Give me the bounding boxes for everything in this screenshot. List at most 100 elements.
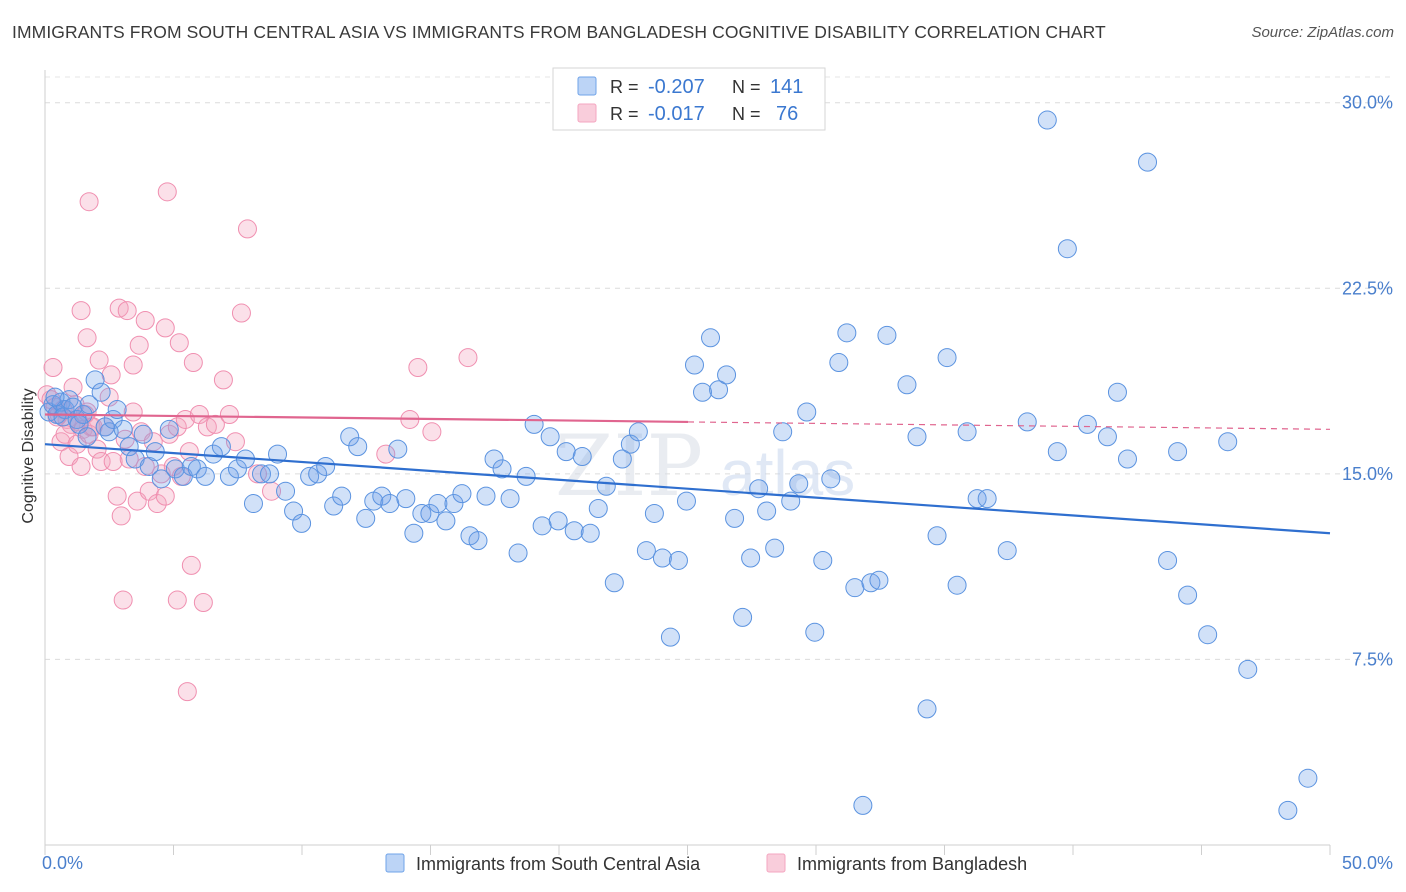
point-bangladesh-64 xyxy=(213,370,233,390)
point-south-central-asia-23 xyxy=(133,424,153,444)
watermark: ZIP atlas xyxy=(555,417,855,515)
point-south-central-asia-102 xyxy=(757,501,777,521)
point-south-central-asia-89 xyxy=(652,548,672,568)
point-bangladesh-67 xyxy=(231,303,251,323)
point-south-central-asia-132 xyxy=(1077,414,1097,434)
point-south-central-asia-33 xyxy=(203,444,223,464)
bottom-legend-swatch-pink xyxy=(766,853,786,873)
point-south-central-asia-32 xyxy=(195,466,215,486)
point-south-central-asia-47 xyxy=(316,456,336,476)
point-south-central-asia-38 xyxy=(243,494,263,514)
point-bangladesh-40 xyxy=(155,486,175,506)
point-south-central-asia-118 xyxy=(897,375,917,395)
point-bangladesh-29 xyxy=(111,506,131,526)
point-bangladesh-78 xyxy=(408,357,428,377)
point-south-central-asia-95 xyxy=(701,328,721,348)
point-south-central-asia-110 xyxy=(821,469,841,489)
point-south-central-asia-122 xyxy=(937,348,957,368)
point-south-central-asia-126 xyxy=(977,489,997,509)
point-south-central-asia-87 xyxy=(636,541,656,561)
trend-lines xyxy=(44,413,1331,535)
y-tick-label-3: 30.0% xyxy=(1342,93,1393,113)
point-south-central-asia-82 xyxy=(596,476,616,496)
point-bangladesh-66 xyxy=(225,432,245,452)
point-south-central-asia-119 xyxy=(907,427,927,447)
point-south-central-asia-24 xyxy=(139,456,159,476)
point-south-central-asia-41 xyxy=(268,444,288,464)
point-south-central-asia-71 xyxy=(508,543,528,563)
point-bangladesh-60 xyxy=(183,353,203,373)
point-bangladesh-58 xyxy=(155,318,175,338)
point-south-central-asia-45 xyxy=(300,466,320,486)
point-south-central-asia-27 xyxy=(159,419,179,439)
point-south-central-asia-81 xyxy=(588,499,608,519)
point-bangladesh-72 xyxy=(193,593,213,613)
legend-n-value-2: 76 xyxy=(776,103,798,125)
point-south-central-asia-124 xyxy=(957,422,977,442)
gridlines xyxy=(45,76,1393,660)
point-south-central-asia-63 xyxy=(444,494,464,514)
point-south-central-asia-97 xyxy=(717,365,737,385)
legend-swatch-blue xyxy=(577,76,597,96)
point-south-central-asia-93 xyxy=(684,355,704,375)
point-south-central-asia-129 xyxy=(1037,110,1057,130)
point-south-central-asia-28 xyxy=(165,459,185,479)
point-south-central-asia-15 xyxy=(77,427,97,447)
point-south-central-asia-139 xyxy=(1178,585,1198,605)
point-bangladesh-39 xyxy=(151,464,171,484)
point-south-central-asia-135 xyxy=(1117,449,1137,469)
point-bangladesh-76 xyxy=(376,444,396,464)
point-bangladesh-27 xyxy=(103,452,123,471)
point-south-central-asia-31 xyxy=(187,459,207,479)
point-south-central-asia-75 xyxy=(540,427,560,447)
point-bangladesh-59 xyxy=(169,333,189,353)
point-south-central-asia-142 xyxy=(1238,659,1258,679)
point-south-central-asia-34 xyxy=(211,437,231,457)
point-south-central-asia-58 xyxy=(404,523,424,543)
points-bangladesh xyxy=(37,182,478,702)
point-bangladesh-43 xyxy=(167,417,187,437)
legend-r-value-2: -0.017 xyxy=(648,103,705,125)
point-south-central-asia-49 xyxy=(332,486,352,506)
axes xyxy=(44,70,1331,855)
legend-r-value-1: -0.207 xyxy=(648,76,705,98)
point-bangladesh-57 xyxy=(101,365,121,385)
point-south-central-asia-12 xyxy=(85,370,105,390)
point-south-central-asia-20 xyxy=(113,419,133,439)
point-bangladesh-41 xyxy=(159,424,179,444)
source-label: Source: ZipAtlas.com xyxy=(1251,24,1394,41)
point-south-central-asia-40 xyxy=(260,464,280,484)
point-south-central-asia-13 xyxy=(91,382,111,402)
point-bangladesh-48 xyxy=(157,182,177,202)
point-south-central-asia-54 xyxy=(372,486,392,506)
point-south-central-asia-99 xyxy=(733,607,753,627)
point-south-central-asia-91 xyxy=(668,550,688,570)
point-south-central-asia-104 xyxy=(773,422,793,442)
point-bangladesh-28 xyxy=(107,486,127,506)
point-south-central-asia-136 xyxy=(1138,152,1158,172)
point-bangladesh-51 xyxy=(123,355,143,375)
point-south-central-asia-11 xyxy=(79,395,99,415)
point-south-central-asia-106 xyxy=(789,474,809,494)
point-south-central-asia-36 xyxy=(227,459,247,479)
point-south-central-asia-121 xyxy=(927,526,947,546)
point-south-central-asia-113 xyxy=(845,578,865,598)
trend-bangladesh-solid xyxy=(44,413,689,424)
point-south-central-asia-66 xyxy=(468,531,488,551)
point-south-central-asia-74 xyxy=(532,516,552,536)
trend-south-central-asia xyxy=(44,443,1331,535)
point-south-central-asia-56 xyxy=(388,439,408,459)
point-south-central-asia-133 xyxy=(1097,427,1117,447)
point-south-central-asia-138 xyxy=(1168,442,1188,462)
point-south-central-asia-64 xyxy=(452,484,472,504)
point-south-central-asia-73 xyxy=(524,414,544,434)
point-south-central-asia-62 xyxy=(436,511,456,531)
point-south-central-asia-48 xyxy=(324,496,344,516)
bottom-legend-label-1: Immigrants from South Central Asia xyxy=(416,854,701,874)
point-south-central-asia-59 xyxy=(412,503,432,523)
point-south-central-asia-94 xyxy=(693,382,713,402)
point-south-central-asia-103 xyxy=(765,538,785,558)
bottom-legend-label-2: Immigrants from Bangladesh xyxy=(797,854,1027,874)
point-bangladesh-35 xyxy=(135,456,155,476)
point-south-central-asia-78 xyxy=(564,521,584,541)
